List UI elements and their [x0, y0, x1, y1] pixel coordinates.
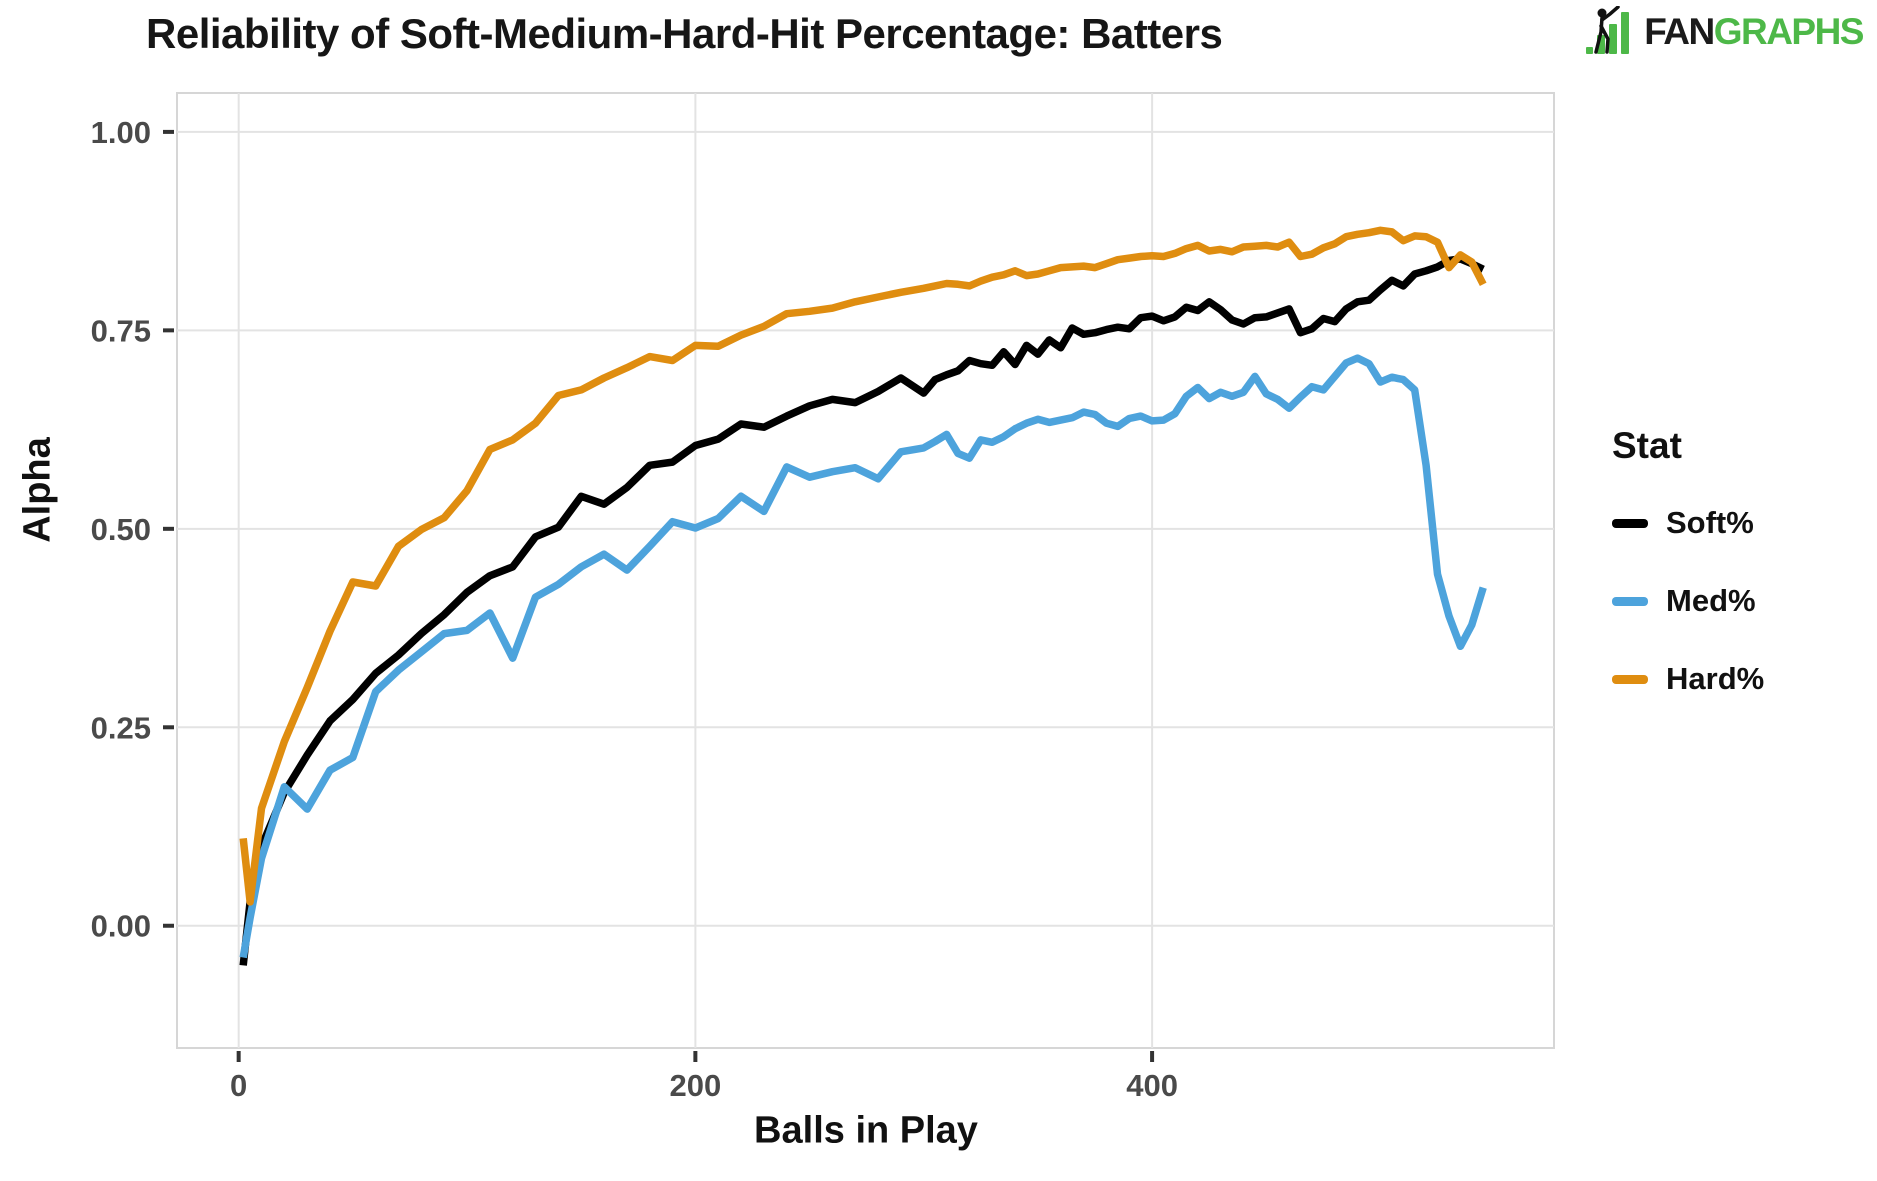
logo-text-fan: FAN: [1644, 10, 1715, 52]
fangraphs-logo: FANGRAPHS: [1586, 6, 1865, 56]
legend-label-med: Med%: [1666, 583, 1756, 618]
y-axis-title: Alpha: [16, 437, 59, 543]
legend-label-hard: Hard%: [1666, 661, 1765, 696]
page-title: Reliability of Soft-Medium-Hard-Hit Perc…: [146, 10, 1223, 57]
legend-item-hard: Hard%: [1612, 661, 1764, 697]
fangraphs-logo-icon: [1586, 6, 1630, 54]
series-lines: [239, 226, 1487, 966]
legend-item-soft: Soft%: [1612, 505, 1764, 541]
x-tick-label: 200: [670, 1068, 722, 1103]
batter-silhouette: [1594, 6, 1620, 54]
series-line-med: [239, 354, 1487, 959]
legend-swatch-hard: [1612, 674, 1648, 684]
y-tick-label: 1.00: [91, 115, 151, 150]
logo-text-graphs: GRAPHS: [1713, 10, 1865, 52]
axis-ticks: 1.00 0.75 0.50 0.25 0.00 0 200 400: [91, 115, 1178, 1103]
legend-label-soft: Soft%: [1666, 505, 1754, 540]
series-line-hard: [239, 226, 1487, 906]
legend-item-med: Med%: [1612, 583, 1764, 619]
legend-swatch-med: [1612, 596, 1648, 606]
series-line-soft: [239, 255, 1485, 966]
plot-panel: [176, 92, 1555, 1049]
y-tick-label: 0.75: [91, 313, 151, 348]
y-tick-label: 0.25: [91, 710, 151, 745]
legend: Stat Soft% Med% Hard%: [1612, 425, 1764, 739]
y-tick-label: 0.00: [91, 909, 151, 944]
x-tick-label: 0: [230, 1068, 247, 1103]
legend-title: Stat: [1612, 425, 1682, 466]
legend-swatch-soft: [1612, 518, 1648, 528]
x-tick-label: 400: [1126, 1068, 1178, 1103]
y-tick-label: 0.50: [91, 512, 151, 547]
gridlines: [177, 93, 1554, 1048]
x-axis-title: Balls in Play: [754, 1109, 978, 1152]
